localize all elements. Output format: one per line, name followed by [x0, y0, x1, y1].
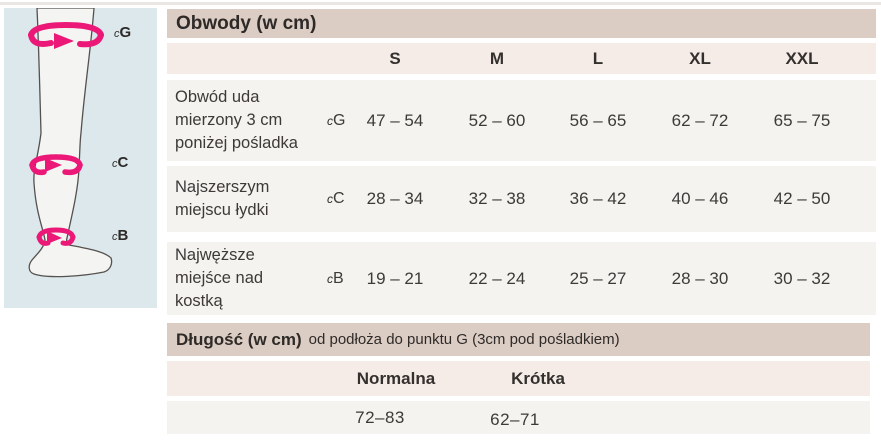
cc-value-xxl: 42 – 50 — [773, 189, 831, 208]
size-col-l: L — [592, 49, 604, 68]
length-value-normalna: 72–83 — [355, 408, 405, 427]
cb-value-xxl: 30 – 32 — [773, 269, 831, 288]
table-row-cg — [167, 80, 876, 161]
row-cb-description: Najwęższe miejśce nad kostką — [175, 246, 264, 310]
length-column-row — [167, 361, 870, 396]
leg-illustration — [28, 8, 113, 278]
cg-measure-arrow — [28, 21, 104, 49]
cg-value-l: 56 – 65 — [569, 111, 627, 130]
cc-point-label: cC — [112, 154, 129, 171]
cb-letter: B — [117, 227, 129, 244]
cg-point-label: cG — [114, 24, 132, 41]
size-col-m: M — [489, 49, 505, 68]
length-value-krotka: 62–71 — [490, 410, 540, 429]
cc-letter: C — [117, 154, 129, 171]
cg-prefix: c — [114, 28, 120, 40]
cc-measure-arrow — [29, 154, 83, 176]
length-col-normalna: Normalna — [356, 369, 436, 388]
cb-value-m: 22 – 24 — [468, 269, 526, 288]
cb-value-xl: 28 – 30 — [671, 269, 729, 288]
cb-value-l: 25 – 27 — [569, 269, 627, 288]
cg-letter: G — [119, 24, 132, 41]
cc-value-xl: 40 – 46 — [671, 189, 729, 208]
leg-measurement-diagram: cG cC cB — [4, 8, 157, 308]
obwody-header: Obwody (w cm) — [167, 9, 876, 38]
top-divider — [0, 2, 881, 5]
size-col-s: S — [389, 49, 401, 68]
size-header-row — [167, 43, 876, 74]
dlugosc-title-bold: Długość (w cm) — [176, 329, 302, 349]
table-row-cb — [167, 242, 876, 315]
cg-value-xl: 62 – 72 — [671, 111, 729, 130]
cc-value-l: 36 – 42 — [569, 189, 627, 208]
cg-value-s: 47 – 54 — [366, 111, 424, 130]
row-cc-description: Najszerszym miejscu łydki — [175, 178, 270, 219]
leg-outline — [28, 8, 113, 278]
length-value-row — [167, 401, 870, 434]
cc-prefix: c — [112, 158, 118, 170]
length-col-krotka: Krótka — [511, 369, 565, 388]
cg-value-m: 52 – 60 — [468, 111, 526, 130]
obwody-title: Obwody (w cm) — [176, 12, 317, 34]
size-col-xl: XL — [689, 49, 711, 68]
dlugosc-title-rest: od podłoża do punktu G (3cm pod pośladki… — [308, 331, 620, 348]
cb-prefix: c — [112, 231, 118, 243]
cc-value-m: 32 – 38 — [468, 189, 526, 208]
cb-point-label: cB — [112, 227, 129, 244]
size-col-xxl: XXL — [785, 49, 819, 68]
cb-measure-arrow — [36, 227, 76, 246]
cb-value-s: 19 – 21 — [366, 269, 424, 288]
dlugosc-header: Długość (w cm) od podłoża do punktu G (3… — [167, 323, 870, 356]
cg-value-xxl: 65 – 75 — [773, 111, 831, 130]
table-row-cc — [167, 166, 876, 232]
cc-value-s: 28 – 34 — [366, 189, 424, 208]
row-cg-description: Obwód uda mierzony 3 cm poniżej pośladka — [175, 88, 298, 152]
